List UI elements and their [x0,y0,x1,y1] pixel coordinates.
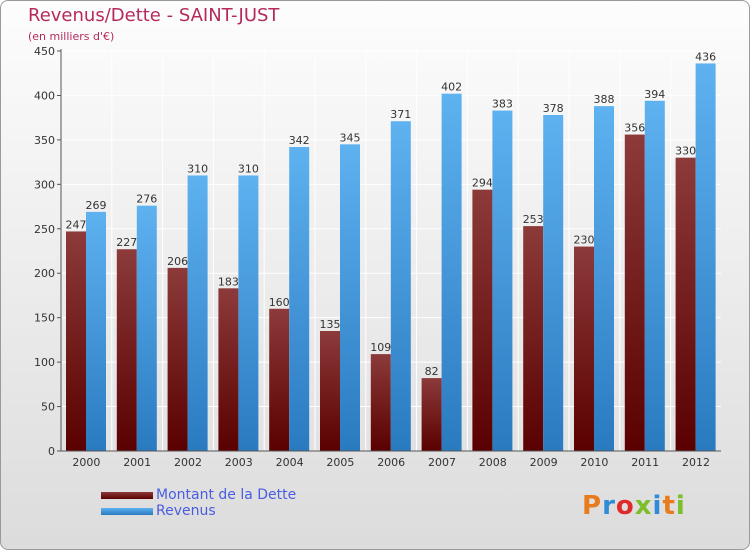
logo-letter: x [634,491,653,521]
data-label-revenue: 269 [86,199,107,212]
legend-swatch-revenue [101,508,153,515]
data-label-revenue: 342 [289,134,310,147]
bar-debt [320,331,340,451]
x-tick-label: 2000 [72,456,100,469]
x-tick-label: 2002 [174,456,202,469]
data-label-revenue: 345 [340,131,361,144]
legend-label-revenue: Revenus [156,503,216,519]
data-label-debt: 230 [574,234,595,247]
bar-debt [269,308,290,451]
bar-debt [472,189,493,451]
chart-subtitle: (en milliers d'€) [28,30,115,43]
bar-debt [421,378,442,451]
bar-revenue [187,175,208,451]
x-tick-label: 2006 [377,456,405,469]
y-tick-label: 0 [48,445,55,458]
x-tick-label: 2010 [580,456,608,469]
x-tick-label: 2007 [428,456,456,469]
data-label-debt: 356 [624,122,645,135]
x-tick-label: 2012 [682,456,710,469]
bar-debt [218,288,239,451]
data-label-debt: 227 [116,236,137,249]
legend-label-debt: Montant de la Dette [156,487,297,503]
y-tick-label: 350 [34,134,55,147]
data-label-debt: 135 [320,318,341,331]
data-label-revenue: 378 [543,102,564,115]
bar-revenue [543,115,564,451]
proxiti-logo: Proxiti [582,491,686,521]
bar-debt [167,267,188,451]
logo-letter: o [615,491,635,521]
data-label-debt: 109 [370,341,391,354]
y-tick-label: 450 [34,45,55,58]
bar-layer: 247 269 227 276 206 310 183 310 160 342 135 345 109 3… [66,50,716,452]
bar-revenue [289,147,310,451]
bar-debt [574,246,594,451]
bar-debt [66,231,86,451]
logo-letter: P [582,491,603,521]
bar-revenue [390,121,411,451]
logo-letter: i [675,491,686,521]
data-label-debt: 82 [425,365,439,378]
bar-debt [523,226,544,451]
x-tick-label: 2004 [276,456,304,469]
y-tick-label: 300 [34,178,55,191]
data-label-revenue: 394 [644,88,665,101]
bar-debt [116,249,137,451]
y-tick-label: 50 [41,401,55,414]
data-label-debt: 253 [523,213,544,226]
data-label-revenue: 402 [441,81,462,94]
legend-swatch-debt [101,492,153,499]
data-label-revenue: 310 [238,162,259,175]
bar-revenue [644,100,665,452]
x-tick-label: 2001 [123,456,151,469]
data-label-debt: 330 [675,145,696,158]
data-label-debt: 160 [269,296,290,309]
data-label-debt: 206 [167,255,188,268]
bar-debt [624,134,645,452]
bar-revenue [136,205,157,451]
bar-revenue [695,63,716,451]
data-label-revenue: 436 [695,50,716,63]
data-label-revenue: 310 [187,162,208,175]
logo-letter: r [602,491,616,521]
bar-debt [370,354,391,451]
data-label-revenue: 388 [594,93,615,106]
logo-letter: t [662,491,676,521]
y-tick-label: 150 [34,312,55,325]
bar-revenue [492,110,513,452]
y-tick-label: 200 [34,267,55,280]
x-tick-label: 2009 [530,456,558,469]
data-label-debt: 294 [472,177,493,190]
bar-revenue [86,211,106,451]
bar-revenue [238,175,259,451]
y-tick-label: 250 [34,223,55,236]
x-tick-label: 2011 [631,456,659,469]
y-tick-label: 400 [34,89,55,102]
axis-layer: 0 50 100 150 200 250 300 350 400 450 2000 2001 2002 2… [34,45,721,469]
bar-revenue [340,144,360,452]
data-label-revenue: 383 [492,98,513,111]
data-label-debt: 247 [66,218,87,231]
data-label-revenue: 371 [390,108,411,121]
x-tick-label: 2003 [225,456,253,469]
logo-letter: i [652,491,663,521]
x-tick-label: 2005 [326,456,354,469]
bar-debt [675,157,696,451]
data-label-debt: 183 [218,275,239,288]
bar-revenue [594,106,614,451]
x-tick-label: 2008 [479,456,507,469]
y-tick-label: 100 [34,356,55,369]
data-label-revenue: 276 [136,193,157,206]
bar-revenue [441,93,462,452]
chart-title: Revenus/Dette - SAINT-JUST [28,5,280,26]
